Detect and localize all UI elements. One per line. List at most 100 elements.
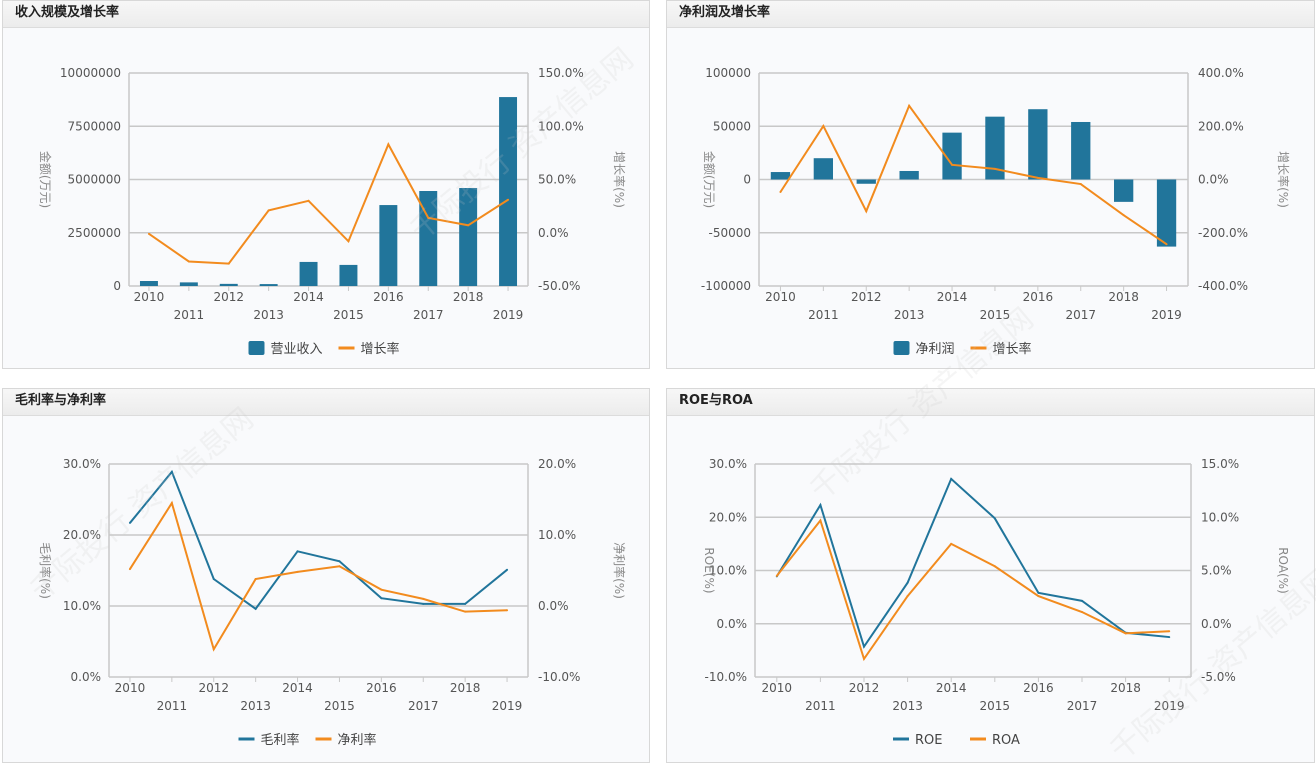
left-tick-label: 0 (743, 173, 751, 187)
x-tick-label: 2015 (324, 699, 355, 713)
right-axis-title: 增长率(%) (1276, 151, 1291, 208)
chart-margins: 30.0% 20.0% 10.0% 0.0% 20.0% 10.0% 0.0% -10.0% 毛… (38, 457, 627, 748)
panel-title: 毛利率与净利率 (3, 389, 649, 416)
legend-label: 增长率 (993, 341, 1032, 357)
x-tick-label: 2011 (808, 308, 839, 322)
left-tick-label: 50000 (713, 119, 751, 133)
x-tick-label: 2019 (1151, 308, 1182, 322)
point-2019 (506, 609, 509, 612)
point-2011 (170, 470, 173, 473)
x-tick-label: 2014 (293, 290, 324, 304)
left-axis-title: 毛利率(%) (38, 542, 53, 599)
right-tick-label: 150.0% (538, 66, 584, 80)
point-2015 (347, 240, 350, 243)
line-series-增长率 (148, 142, 509, 265)
bar-2017 (419, 191, 438, 286)
bar-2013 (259, 284, 278, 286)
bar-2016 (379, 205, 398, 286)
x-tick-label: 2011 (174, 308, 205, 322)
point-2010 (775, 574, 778, 577)
left-tick-label: 10000000 (60, 66, 121, 80)
x-tick-label: 2010 (765, 290, 796, 304)
right-axis-title: 增长率(%) (612, 151, 627, 208)
right-axis-title: ROA(%) (1276, 547, 1290, 594)
point-2016 (1037, 595, 1040, 598)
point-2015 (993, 565, 996, 568)
point-2019 (1165, 243, 1168, 246)
x-tick-label: 2015 (980, 308, 1011, 322)
point-2017 (427, 216, 430, 219)
x-tick-label: 2011 (157, 699, 188, 713)
point-2015 (338, 560, 341, 563)
line-series-净利率 (129, 500, 508, 652)
point-2012 (863, 657, 865, 660)
point-2013 (254, 578, 257, 581)
point-2016 (1036, 176, 1039, 179)
x-tick-label: 2013 (240, 699, 271, 713)
right-tick-label: -10.0% (538, 670, 580, 684)
left-axis-title: 金额(万元) (702, 151, 717, 208)
x-tick-label: 2012 (198, 681, 229, 695)
point-2017 (1081, 599, 1083, 602)
legend-label: ROE (915, 733, 942, 748)
bar-2013 (899, 170, 919, 180)
x-tick-label: 2017 (1065, 308, 1096, 322)
point-2017 (422, 597, 425, 600)
left-tick-label: 2500000 (68, 226, 121, 240)
point-2012 (212, 578, 215, 581)
x-tick-label: 2018 (1108, 290, 1139, 304)
point-2010 (128, 521, 131, 524)
legend-label: 毛利率 (261, 732, 300, 748)
panel-title: 净利润及增长率 (667, 1, 1314, 28)
panel-title: 收入规模及增长率 (3, 1, 649, 28)
x-tick-label: 2016 (366, 681, 397, 695)
right-tick-label: 15.0% (1201, 457, 1239, 471)
right-tick-label: 20.0% (538, 457, 576, 471)
chart-roe-roa: 30.0% 20.0% 10.0% 0.0% -10.0% 15.0% 10.0% 5.0% 0… (702, 457, 1290, 748)
legend-label: ROA (992, 733, 1020, 748)
x-tick-label: 2010 (115, 681, 146, 695)
point-2011 (822, 124, 825, 127)
bar-2012 (219, 283, 238, 286)
point-2013 (908, 104, 911, 107)
right-tick-label: -200.0% (1198, 226, 1248, 240)
bar-2011 (179, 282, 198, 286)
point-2010 (779, 191, 782, 194)
point-2018 (1124, 632, 1127, 635)
right-axis-title: 净利率(%) (612, 542, 627, 599)
x-tick-label: 2017 (1067, 699, 1098, 713)
x-tick-label: 2010 (134, 290, 165, 304)
point-2014 (950, 477, 953, 480)
panel-net-profit: 净利润及增长率 100000 50000 0 -50000 -100000 400.0% 2… (666, 0, 1315, 369)
point-2015 (338, 565, 341, 568)
line-series-ROE (775, 477, 1170, 649)
point-2018 (1122, 214, 1125, 217)
point-2019 (1168, 636, 1171, 639)
point-2014 (307, 199, 310, 202)
point-2019 (507, 198, 510, 201)
panel-title: ROE与ROA (667, 389, 1314, 416)
legend-label: 营业收入 (271, 342, 323, 357)
right-tick-label: 100.0% (538, 119, 584, 133)
point-2012 (865, 210, 868, 213)
point-2016 (380, 588, 383, 591)
x-tick-label: 2015 (333, 308, 364, 322)
x-tick-label: 2013 (892, 699, 923, 713)
x-tick-label: 2017 (413, 308, 444, 322)
x-tick-label: 2018 (1110, 681, 1141, 695)
bar-2014 (299, 261, 318, 286)
bar-2014 (942, 132, 962, 180)
right-tick-label: 5.0% (1201, 564, 1232, 578)
bar-2015 (985, 116, 1005, 180)
bar-2016 (1028, 109, 1048, 180)
x-tick-label: 2019 (492, 699, 523, 713)
point-2017 (422, 602, 425, 605)
legend-swatch (893, 341, 910, 355)
x-tick-label: 2012 (849, 681, 880, 695)
bar-2010 (139, 280, 158, 286)
left-axis-title: ROE(%) (702, 547, 716, 593)
legend-swatch (248, 341, 265, 355)
bar-2018 (1113, 179, 1134, 202)
line-series-增长率 (779, 103, 1168, 246)
panel-revenue: 收入规模及增长率 10000000 7500000 5000000 2500000 0 1… (2, 0, 650, 369)
